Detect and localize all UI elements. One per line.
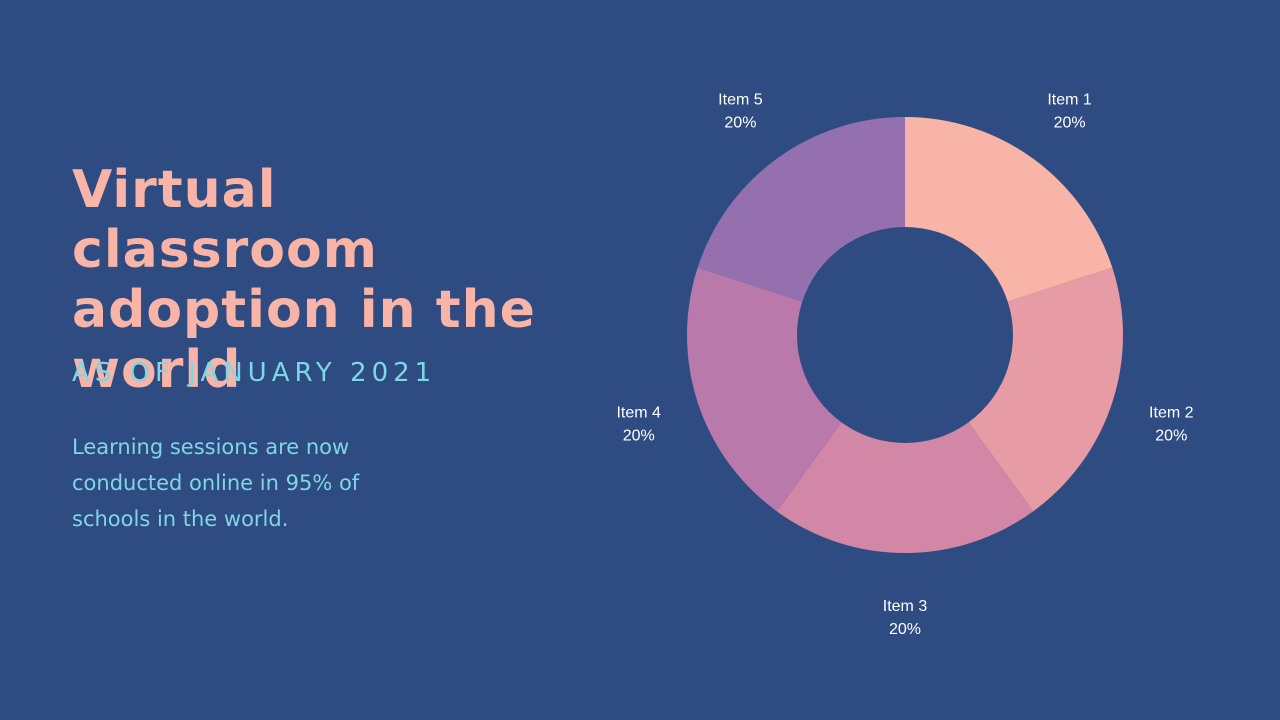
slice-value-label: 20% (889, 621, 921, 638)
slice-value-label: 20% (724, 114, 756, 131)
donut-slice-1 (905, 117, 1113, 302)
slice-value-label: 20% (623, 428, 655, 445)
donut-slice-3 (776, 422, 1034, 553)
slice-value-label: 20% (1155, 428, 1187, 445)
donut-slices (687, 116, 1123, 553)
slice-value-label: 20% (1054, 114, 1086, 131)
slice-category-label: Item 3 (883, 598, 928, 615)
slice-category-label: Item 4 (616, 405, 661, 422)
slide-subtitle: AS OF JANUARY 2021 (72, 358, 437, 388)
donut-slice-4 (687, 267, 842, 512)
slice-category-label: Item 1 (1047, 91, 1092, 108)
donut-slice-5 (697, 116, 905, 302)
donut-slice-2 (968, 267, 1123, 512)
slide-title: Virtual classroom adoption in the world (72, 160, 536, 400)
slide-body-text: Learning sessions are now conducted onli… (72, 435, 360, 531)
donut-labels: Item 1 20% Item 2 20% Item 3 20% Item 4 20% Item… (616, 91, 1193, 638)
slice-category-label: Item 2 (1149, 405, 1194, 422)
slice-category-label: Item 5 (718, 91, 763, 108)
donut-chart: Item 1 20% Item 2 20% Item 3 20% Item 4 20% Item… (616, 91, 1193, 638)
